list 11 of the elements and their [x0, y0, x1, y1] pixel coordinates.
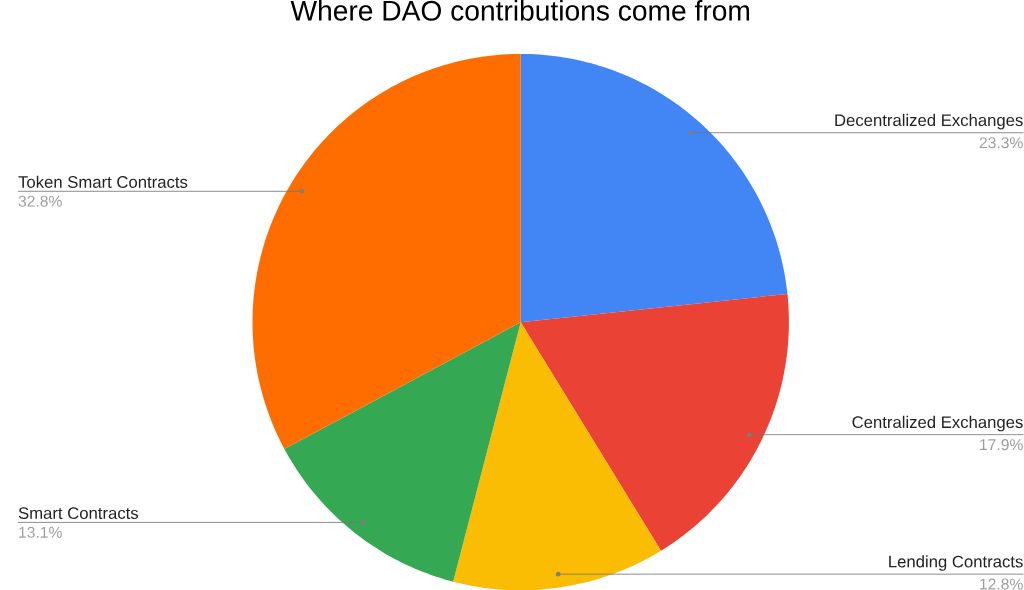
data-label: 23.3%	[979, 136, 1023, 149]
slice-label: Lending Contracts	[889, 555, 1023, 571]
data-label: 12.8%	[980, 578, 1023, 590]
slice-label: Smart Contracts	[18, 507, 139, 519]
slice-label: Decentralized Exchanges	[835, 113, 1023, 130]
data-label: 32.8%	[18, 195, 62, 207]
slice-label: Centralized Exchanges	[852, 415, 1023, 432]
data-label: 13.1%	[19, 526, 62, 538]
chart-title: Where DAO contributions come from	[290, 0, 750, 21]
slice-label: Token Smart Contracts	[18, 175, 188, 188]
data-label: 17.9%	[980, 438, 1023, 451]
